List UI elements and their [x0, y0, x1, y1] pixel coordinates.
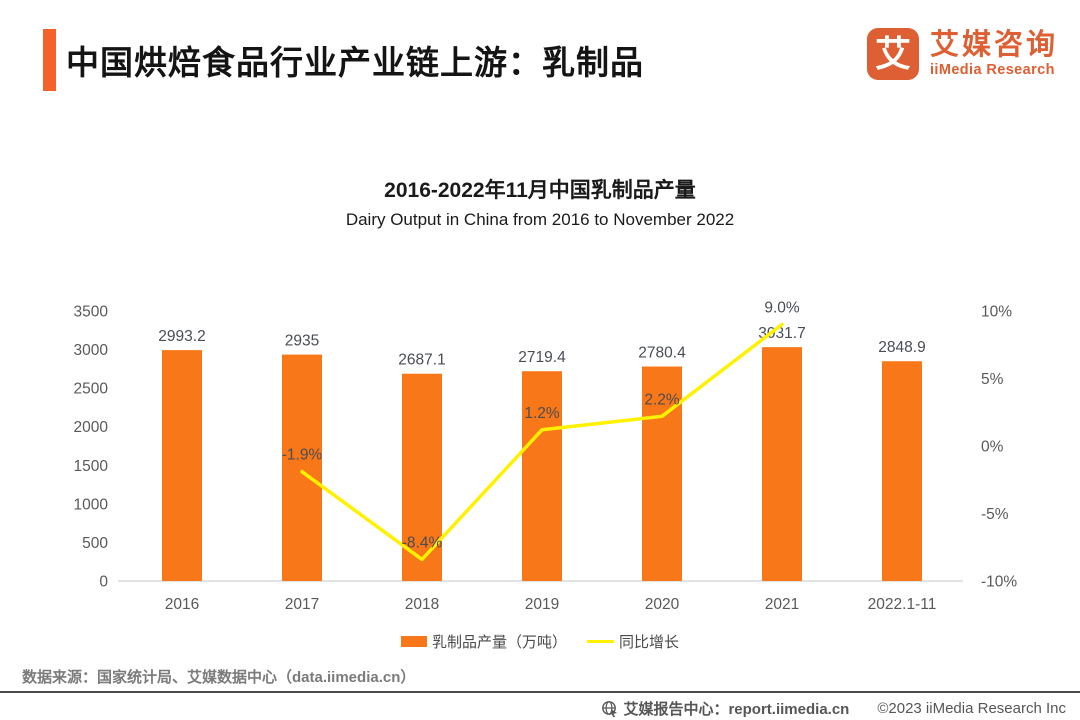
- report-center-link: 艾媒报告中心：report.iimedia.cn: [601, 698, 849, 719]
- x-axis-label: 2017: [285, 596, 319, 613]
- legend-item-bar: 乳制品产量（万吨）: [400, 631, 567, 652]
- x-axis-label: 2021: [765, 596, 799, 613]
- chart-legend: 乳制品产量（万吨） 同比增长: [0, 631, 1080, 652]
- chart-title-en: Dairy Output in China from 2016 to Novem…: [345, 210, 735, 229]
- bar-value-label: 3031.7: [758, 325, 805, 342]
- x-axis-label: 2016: [165, 596, 199, 613]
- bar-2019: [522, 371, 562, 581]
- legend-item-line: 同比增长: [587, 631, 679, 652]
- bar-2020: [642, 366, 682, 581]
- globe-cursor-icon: [602, 701, 618, 717]
- logo-name-en: iiMedia Research: [929, 61, 1055, 78]
- bar-2021: [762, 347, 802, 581]
- report-center-text: 艾媒报告中心：report.iimedia.cn: [623, 701, 850, 718]
- bar-value-label: 2687.1: [398, 352, 445, 369]
- y-axis-left-tick: 1000: [74, 496, 109, 513]
- bar-series-swatch: [400, 636, 427, 647]
- bar-series-label: 乳制品产量（万吨）: [431, 634, 567, 651]
- x-axis-label: 2020: [645, 596, 680, 613]
- logo-name-cn: 艾媒咨询: [929, 29, 1058, 62]
- bar-value-label: 2993.2: [158, 328, 205, 345]
- y-axis-left-tick: 2500: [74, 381, 109, 398]
- bar-2022.1-11: [882, 361, 922, 581]
- growth-point-label: -8.4%: [402, 534, 443, 551]
- growth-point-label: 9.0%: [764, 300, 800, 317]
- growth-point-label: -1.9%: [282, 447, 323, 464]
- y-axis-right-tick: 10%: [981, 304, 1012, 321]
- x-axis-label: 2018: [405, 596, 439, 613]
- copyright-text: ©2023 iiMedia Research Inc: [877, 700, 1066, 717]
- bar-value-label: 2848.9: [878, 339, 925, 356]
- page-title: 中国烘焙食品行业产业链上游：乳制品: [66, 44, 644, 81]
- x-axis-label: 2019: [525, 596, 559, 613]
- growth-line: [300, 322, 784, 562]
- bar-value-label: 2719.4: [518, 349, 566, 366]
- y-axis-right-tick: 5%: [981, 371, 1004, 388]
- y-axis-right-tick: -10%: [981, 574, 1017, 591]
- chart-title-cn: 2016-2022年11月中国乳制品产量: [384, 179, 696, 202]
- y-axis-left-tick: 500: [82, 535, 108, 552]
- footer-divider: [0, 691, 1080, 693]
- footer-bar: 艾媒报告中心：report.iimedia.cn ©2023 iiMedia R…: [601, 698, 1066, 719]
- bar-2017: [282, 354, 322, 581]
- growth-point-label: 2.2%: [644, 391, 680, 408]
- iimedia-logo: 艾 艾媒咨询 iiMedia Research: [866, 28, 1058, 80]
- growth-point-label: 1.2%: [524, 405, 560, 422]
- iimedia-logo-icon: 艾: [866, 28, 919, 80]
- data-source-note: 数据来源：国家统计局、艾媒数据中心（data.iimedia.cn）: [22, 669, 416, 686]
- line-series-label: 同比增长: [619, 634, 680, 651]
- y-axis-right-tick: 0%: [981, 439, 1004, 456]
- bar-value-label: 2935: [285, 333, 319, 350]
- bar-value-label: 2780.4: [638, 345, 686, 362]
- bar-2016: [162, 350, 202, 581]
- y-axis-left-tick: 3500: [74, 304, 109, 321]
- x-axis-label: 2022.1-11: [868, 596, 937, 613]
- y-axis-left-tick: 1500: [74, 458, 109, 475]
- line-series-swatch: [587, 639, 614, 644]
- y-axis-right-tick: -5%: [981, 506, 1009, 523]
- y-axis-left-tick: 2000: [74, 419, 109, 436]
- y-axis-left-tick: 0: [99, 574, 108, 591]
- y-axis-left-tick: 3000: [74, 342, 109, 359]
- title-accent-bar: [43, 29, 56, 91]
